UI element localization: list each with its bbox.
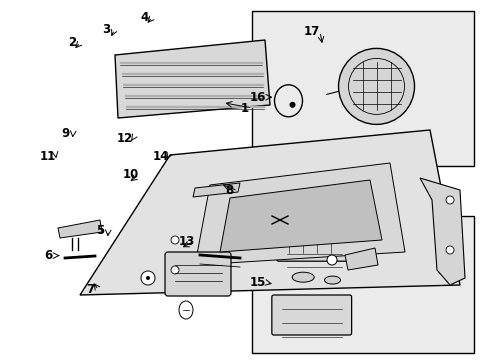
Polygon shape	[220, 180, 381, 252]
Text: 9: 9	[61, 127, 69, 140]
Polygon shape	[58, 220, 102, 238]
Text: 12: 12	[116, 132, 133, 145]
Circle shape	[141, 271, 155, 285]
Polygon shape	[193, 183, 240, 197]
Text: 5: 5	[96, 224, 104, 237]
Polygon shape	[345, 248, 377, 270]
Text: 11: 11	[40, 150, 56, 163]
Ellipse shape	[179, 301, 193, 319]
FancyBboxPatch shape	[271, 295, 351, 335]
Text: 14: 14	[152, 150, 168, 163]
Circle shape	[171, 236, 179, 244]
Polygon shape	[419, 178, 464, 285]
Ellipse shape	[324, 276, 340, 284]
Text: 3: 3	[102, 23, 110, 36]
Bar	[251, 216, 473, 353]
Text: 4: 4	[140, 11, 148, 24]
Circle shape	[171, 266, 179, 274]
Text: 13: 13	[178, 235, 195, 248]
Circle shape	[338, 48, 414, 125]
Text: 17: 17	[303, 25, 320, 38]
FancyBboxPatch shape	[164, 252, 230, 296]
FancyBboxPatch shape	[276, 226, 351, 261]
Circle shape	[326, 255, 336, 265]
Bar	[251, 11, 473, 166]
Circle shape	[146, 276, 150, 280]
Polygon shape	[80, 130, 459, 295]
Circle shape	[289, 102, 295, 108]
Text: 7: 7	[86, 283, 94, 296]
Text: 10: 10	[122, 168, 139, 181]
Polygon shape	[115, 40, 269, 118]
Text: 8: 8	[225, 184, 233, 197]
Text: 2: 2	[68, 36, 76, 49]
Ellipse shape	[292, 272, 313, 282]
Text: 1: 1	[240, 102, 248, 114]
Text: 16: 16	[249, 91, 266, 104]
Text: 15: 15	[249, 276, 266, 289]
Polygon shape	[195, 163, 404, 265]
Circle shape	[445, 196, 453, 204]
Circle shape	[445, 246, 453, 254]
Text: 6: 6	[44, 249, 52, 262]
Circle shape	[274, 215, 285, 225]
